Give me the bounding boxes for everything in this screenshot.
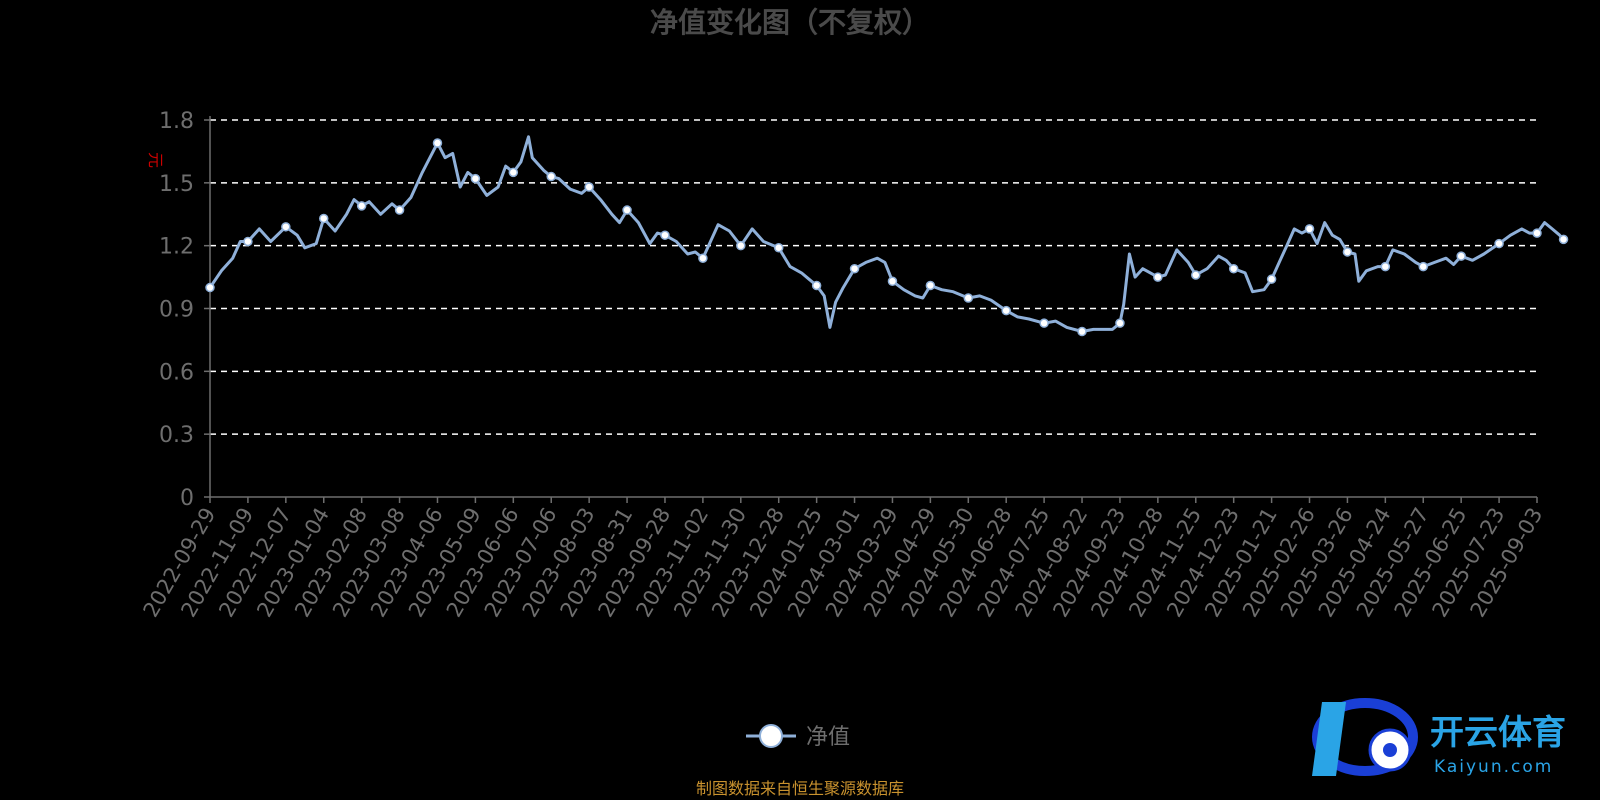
- legend-label: 净值: [806, 725, 850, 750]
- data-point-35: [1532, 228, 1542, 238]
- series-nav: [205, 135, 1569, 337]
- data-point-30: [1342, 247, 1353, 257]
- data-point-16: [811, 280, 822, 291]
- data-point-27: [1228, 263, 1239, 274]
- data-point-8: [508, 167, 519, 178]
- series-line: [208, 135, 1565, 333]
- data-point-31: [1380, 261, 1391, 272]
- y-tick-label-2: 0.6: [159, 360, 194, 385]
- data-point-11: [622, 205, 632, 215]
- data-point-21: [1001, 305, 1011, 316]
- y-tick-label-6: 1.8: [159, 109, 194, 134]
- source-note: 制图数据来自恒生聚源数据库: [696, 779, 904, 798]
- y-tick-labels: 0 0.3 0.6 0.9 1.2 1.5 1.8: [159, 109, 194, 511]
- logo-ball-patch-icon: [1383, 743, 1397, 757]
- data-point-1: [243, 236, 253, 247]
- x-tick-labels: 2022-09-292022-11-092022-12-072023-01-04…: [139, 503, 1548, 621]
- data-point-6: [432, 138, 443, 148]
- data-point-36: [1558, 234, 1569, 245]
- data-point-5: [394, 205, 405, 215]
- axes: [204, 116, 1538, 503]
- y-axis-unit: 元: [146, 152, 165, 168]
- data-point-33: [1456, 251, 1466, 261]
- data-point-25: [1153, 272, 1163, 282]
- y-tick-label-4: 1.2: [159, 235, 194, 260]
- grid-lines: [210, 119, 1537, 435]
- watermark-en: Kaiyun.com: [1434, 757, 1553, 777]
- data-point-19: [925, 280, 936, 291]
- y-tick-label-1: 0.3: [159, 423, 194, 448]
- data-point-10: [584, 182, 594, 192]
- data-point-4: [356, 201, 367, 211]
- watermark-cn: 开云体育: [1430, 713, 1566, 753]
- y-tick-label-3: 0.9: [159, 298, 194, 323]
- data-point-28: [1266, 274, 1277, 284]
- data-point-14: [736, 240, 746, 251]
- chart-title: 净值变化图（不复权）: [650, 6, 930, 39]
- data-point-3: [318, 213, 329, 224]
- data-point-17: [849, 263, 860, 274]
- data-point-9: [546, 171, 556, 182]
- data-point-34: [1494, 238, 1504, 249]
- logo-k-icon: [1312, 702, 1346, 776]
- legend[interactable]: 净值: [746, 724, 850, 750]
- data-point-23: [1077, 326, 1087, 337]
- logo-ring-icon: [1312, 698, 1418, 776]
- data-point-20: [963, 293, 974, 303]
- y-tick-label-5: 1.5: [159, 172, 194, 197]
- data-point-22: [1039, 318, 1049, 328]
- data-point-18: [887, 276, 898, 287]
- data-point-26: [1191, 270, 1201, 280]
- data-point-24: [1115, 318, 1125, 328]
- data-point-2: [281, 222, 291, 232]
- data-point-7: [470, 173, 481, 184]
- data-point-15: [773, 243, 784, 253]
- data-point-0: [205, 282, 215, 293]
- data-point-12: [660, 230, 670, 240]
- watermark-logo: 开云体育 Kaiyun.com: [1312, 698, 1566, 777]
- data-point-13: [698, 253, 708, 263]
- legend-marker: [759, 724, 783, 748]
- data-point-29: [1304, 224, 1315, 234]
- y-tick-label-0: 0: [180, 486, 194, 511]
- data-point-32: [1418, 261, 1429, 272]
